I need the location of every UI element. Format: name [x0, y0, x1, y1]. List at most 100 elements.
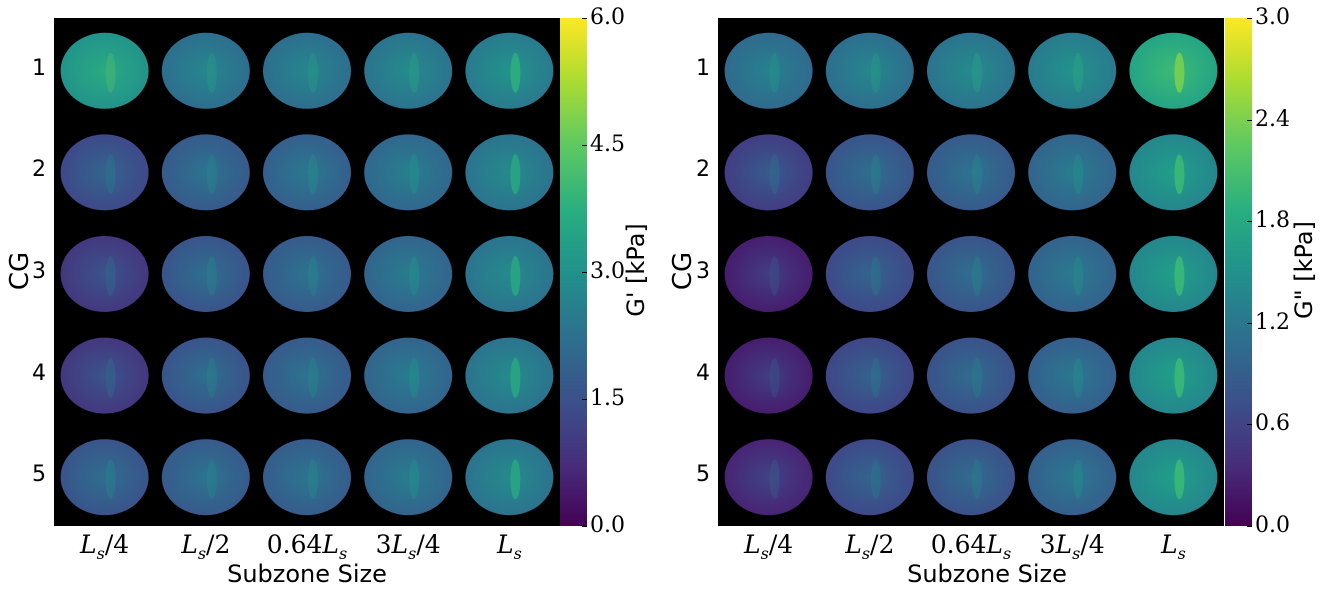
row-label: 1	[696, 55, 710, 81]
brain-slice-highlight	[1174, 154, 1185, 195]
storage-y-axis-title: CG	[5, 251, 35, 291]
colorbar-tick-label: 6.0	[590, 5, 625, 30]
brain-slice-highlight	[206, 256, 217, 296]
colorbar-tick-label: 3.0	[1255, 5, 1290, 30]
brain-slice-highlight	[1174, 357, 1185, 398]
brain-slice-highlight	[206, 52, 217, 93]
brain-slice-tile	[724, 337, 813, 414]
row-label: 2	[32, 157, 46, 183]
brain-slice-tile	[60, 134, 149, 211]
brain-slice-highlight	[870, 256, 881, 296]
brain-slice-highlight	[1073, 459, 1084, 500]
brain-slice-highlight	[769, 459, 780, 500]
brain-slice-highlight	[1174, 459, 1185, 500]
colorbar-tick-mark	[582, 145, 587, 146]
brain-slice-tile	[465, 439, 554, 516]
colorbar-tick-label: 2.4	[1255, 106, 1290, 132]
brain-slice-highlight	[769, 52, 780, 93]
brain-slice-highlight	[972, 357, 982, 398]
brain-slice-tile	[1028, 32, 1117, 109]
brain-slice-highlight	[510, 154, 521, 195]
brain-slice-highlight	[972, 154, 982, 195]
brain-slice-tile	[927, 337, 1015, 414]
row-label: 3	[32, 259, 46, 284]
brain-slice-tile	[263, 439, 351, 516]
column-label: 3Ls/4	[375, 530, 441, 563]
storage-x-axis-title: Subzone Size	[227, 560, 387, 588]
brain-slice-tile	[161, 236, 250, 312]
brain-slice-tile	[263, 32, 351, 109]
brain-slice-highlight	[510, 256, 521, 296]
brain-slice-tile	[364, 32, 453, 109]
column-label: 0.64Ls	[266, 530, 348, 563]
brain-slice-tile	[825, 337, 914, 414]
brain-slice-highlight	[105, 154, 116, 195]
brain-slice-highlight	[409, 154, 420, 195]
brain-slice-tile	[465, 236, 554, 312]
brain-slice-highlight	[1073, 52, 1084, 93]
loss-colorbar-label: G" [kPa]	[1290, 221, 1318, 319]
brain-slice-tile	[1129, 134, 1218, 211]
loss-colorbar	[1225, 18, 1252, 526]
brain-slice-tile	[825, 134, 914, 211]
colorbar-tick-mark	[1247, 424, 1252, 426]
brain-slice-highlight	[870, 52, 881, 93]
brain-slice-tile	[724, 236, 813, 312]
loss-y-axis-title: CG	[668, 251, 698, 291]
brain-slice-highlight	[1073, 154, 1084, 195]
row-label: 4	[32, 360, 46, 386]
brain-slice-highlight	[769, 154, 780, 195]
brain-slice-tile	[927, 134, 1015, 211]
column-label: Ls	[1160, 530, 1186, 563]
brain-slice-tile	[1129, 439, 1218, 516]
column-label: 0.64Ls	[930, 530, 1012, 563]
brain-slice-tile	[1028, 236, 1117, 312]
colorbar-tick-mark	[1247, 526, 1252, 527]
brain-slice-tile	[1028, 134, 1117, 211]
column-label: 3Ls/4	[1039, 530, 1105, 563]
brain-slice-highlight	[409, 256, 420, 296]
brain-slice-highlight	[308, 154, 318, 195]
brain-slice-tile	[364, 337, 453, 414]
brain-slice-tile	[60, 337, 149, 414]
colorbar-tick-label: 1.8	[1255, 208, 1290, 234]
brain-slice-tile	[60, 236, 149, 312]
brain-slice-highlight	[1073, 256, 1084, 296]
column-label: Ls/2	[181, 530, 231, 563]
brain-slice-highlight	[1174, 52, 1185, 93]
brain-slice-highlight	[308, 357, 318, 398]
brain-slice-tile	[825, 32, 914, 109]
colorbar-tick-label: 3.0	[590, 259, 625, 284]
row-label: 3	[696, 259, 710, 284]
loss-modulus-image-grid	[718, 18, 1224, 526]
brain-slice-highlight	[105, 459, 116, 500]
brain-slice-highlight	[206, 459, 217, 500]
brain-slice-tile	[60, 32, 149, 109]
brain-slice-highlight	[1174, 256, 1185, 296]
brain-slice-highlight	[206, 154, 217, 195]
colorbar-tick-label: 1.5	[590, 386, 625, 411]
column-label: Ls/4	[744, 530, 794, 563]
brain-slice-tile	[161, 32, 250, 109]
brain-slice-highlight	[870, 154, 881, 195]
brain-slice-tile	[1129, 236, 1218, 312]
brain-slice-tile	[263, 134, 351, 211]
colorbar-tick-label: 0.0	[1255, 513, 1290, 538]
brain-tiles	[724, 32, 1218, 516]
colorbar-tick-mark	[582, 399, 587, 400]
brain-slice-tile	[263, 236, 351, 312]
colorbar-tick-mark	[1247, 18, 1252, 19]
brain-slice-highlight	[105, 52, 116, 93]
brain-slice-tile	[364, 236, 453, 312]
brain-slice-tile	[927, 439, 1015, 516]
row-label: 1	[32, 55, 46, 81]
colorbar-tick-mark	[582, 526, 587, 527]
brain-slice-tile	[161, 134, 250, 211]
brain-slice-highlight	[1073, 357, 1084, 398]
brain-slice-tile	[825, 236, 914, 312]
brain-slice-tile	[724, 134, 813, 211]
brain-slice-highlight	[870, 357, 881, 398]
row-label: 4	[696, 360, 710, 386]
brain-slice-highlight	[308, 52, 318, 93]
